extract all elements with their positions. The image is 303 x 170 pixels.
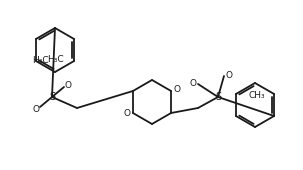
Text: S: S xyxy=(49,92,55,102)
Text: O: O xyxy=(189,79,197,88)
Text: O: O xyxy=(32,105,39,114)
Text: O: O xyxy=(173,86,180,95)
Text: O: O xyxy=(124,109,131,118)
Text: CH₃: CH₃ xyxy=(249,91,265,100)
Text: H₃C: H₃C xyxy=(32,56,49,65)
Text: O: O xyxy=(65,81,72,89)
Text: O: O xyxy=(225,71,232,80)
Text: H₃C: H₃C xyxy=(47,55,63,64)
Text: S: S xyxy=(215,92,221,102)
